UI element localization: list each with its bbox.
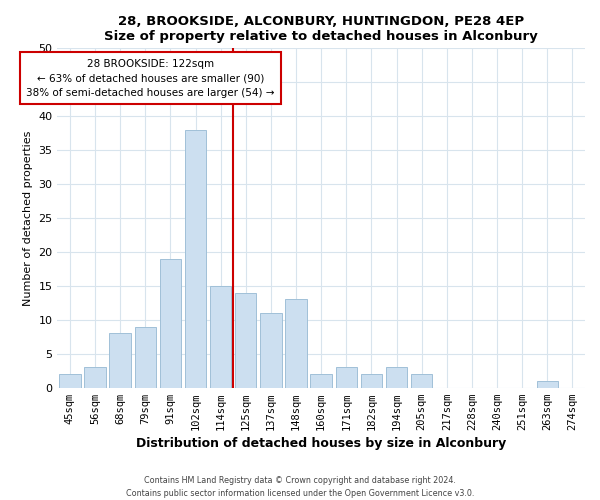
X-axis label: Distribution of detached houses by size in Alconbury: Distribution of detached houses by size … xyxy=(136,437,506,450)
Bar xyxy=(260,313,281,388)
Bar xyxy=(411,374,433,388)
Bar xyxy=(335,368,357,388)
Text: 28 BROOKSIDE: 122sqm
← 63% of detached houses are smaller (90)
38% of semi-detac: 28 BROOKSIDE: 122sqm ← 63% of detached h… xyxy=(26,58,275,98)
Y-axis label: Number of detached properties: Number of detached properties xyxy=(23,130,33,306)
Bar xyxy=(109,334,131,388)
Bar xyxy=(361,374,382,388)
Bar xyxy=(85,368,106,388)
Bar xyxy=(386,368,407,388)
Bar xyxy=(59,374,80,388)
Bar xyxy=(536,381,558,388)
Bar xyxy=(235,292,256,388)
Bar xyxy=(210,286,232,388)
Bar xyxy=(185,130,206,388)
Text: Contains HM Land Registry data © Crown copyright and database right 2024.
Contai: Contains HM Land Registry data © Crown c… xyxy=(126,476,474,498)
Bar xyxy=(160,258,181,388)
Title: 28, BROOKSIDE, ALCONBURY, HUNTINGDON, PE28 4EP
Size of property relative to deta: 28, BROOKSIDE, ALCONBURY, HUNTINGDON, PE… xyxy=(104,15,538,43)
Bar xyxy=(286,300,307,388)
Bar xyxy=(310,374,332,388)
Bar xyxy=(134,326,156,388)
